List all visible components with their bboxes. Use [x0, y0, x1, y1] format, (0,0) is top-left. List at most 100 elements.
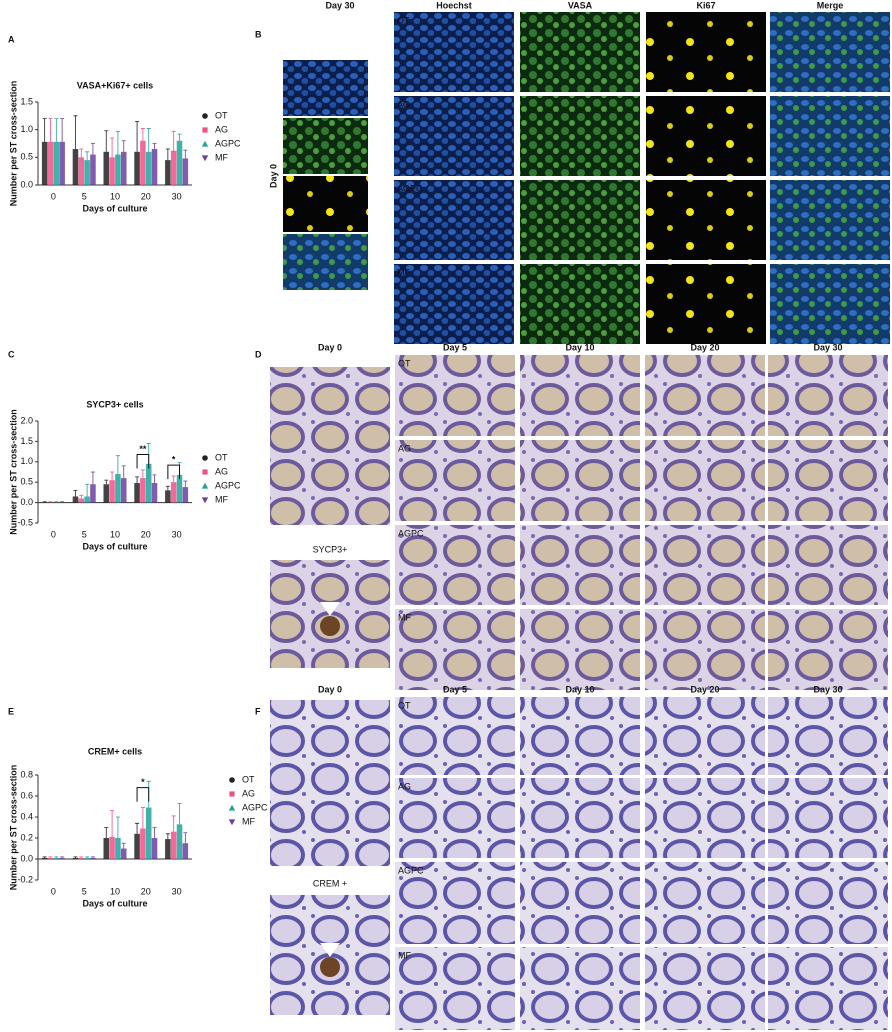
panel-letter: B [255, 29, 262, 39]
micrograph [646, 12, 766, 92]
significance-bracket [167, 464, 181, 480]
stained-cell [320, 616, 340, 636]
legend-marker [202, 455, 208, 461]
legend-marker [201, 140, 209, 147]
legend-marker [228, 819, 236, 826]
column-label: Day 20 [690, 342, 719, 352]
bar [53, 141, 60, 185]
bar [182, 487, 189, 503]
error-bar [115, 130, 120, 155]
x-tick-label: 10 [110, 886, 120, 896]
error-bar [48, 501, 53, 503]
bar [182, 843, 189, 859]
micrograph [394, 96, 514, 176]
error-bar [121, 465, 126, 479]
bar [165, 160, 171, 185]
error-bar [54, 856, 59, 858]
bar [41, 857, 48, 859]
row-label: AG [397, 99, 410, 109]
error-bar [110, 810, 115, 837]
micrograph [394, 180, 514, 260]
error-bar [171, 815, 176, 832]
micrograph [645, 862, 765, 944]
row-label: OT [398, 700, 411, 710]
bar [72, 149, 79, 185]
error-bar [60, 501, 65, 503]
x-tick-label: 30 [172, 529, 182, 539]
micrograph [395, 778, 515, 858]
row-label: Day 0 [268, 164, 278, 188]
bar [165, 839, 171, 859]
error-bar [104, 827, 109, 838]
stained-cell [320, 957, 340, 977]
bar [59, 141, 65, 185]
error-bar [73, 489, 78, 497]
legend-label: AGPC [215, 138, 241, 148]
bar [47, 141, 54, 185]
micrograph [770, 96, 890, 176]
row-label: AGPC [397, 183, 423, 193]
micrograph [768, 440, 888, 521]
arrowhead [320, 602, 340, 616]
significance-bracket [136, 787, 150, 802]
bar [53, 857, 60, 859]
bar [120, 478, 127, 503]
micrograph [645, 697, 765, 775]
inset-label: CREM + [313, 878, 347, 888]
micrograph [270, 367, 390, 525]
column-label: Day 10 [565, 684, 594, 694]
column-label: Day 20 [690, 684, 719, 694]
micrograph [394, 12, 514, 92]
micrograph [395, 862, 515, 944]
bar [72, 857, 79, 859]
y-tick-label: 0.5 [20, 477, 33, 487]
x-tick-label: 20 [141, 529, 151, 539]
micrograph [645, 947, 765, 1030]
error-bar [152, 143, 157, 150]
bar [134, 833, 140, 859]
error-bar [90, 143, 95, 155]
legend-label: AG [242, 788, 255, 798]
micrograph [646, 180, 766, 260]
micrograph [520, 355, 640, 436]
legend-marker [201, 482, 209, 489]
legend-label: AGPC [215, 480, 241, 490]
significance-label: ** [139, 444, 147, 454]
y-axis-label: Number per ST cross-section [8, 409, 18, 535]
bar [176, 474, 183, 503]
bar [78, 498, 85, 503]
column-label: Merge [817, 0, 844, 10]
micrograph [768, 778, 888, 858]
column-label: Day 30 [813, 342, 842, 352]
legend-label: MF [242, 816, 255, 826]
micrograph [520, 12, 640, 92]
error-bar [60, 118, 65, 142]
error-bar [115, 816, 120, 838]
error-bar [104, 130, 109, 152]
bar [120, 151, 127, 185]
bar [103, 484, 110, 503]
row-label: AGPC [398, 865, 424, 875]
micrograph [520, 609, 640, 690]
row-label: AG [398, 781, 411, 791]
error-bar [135, 120, 140, 152]
bar [170, 150, 177, 185]
arrowhead [320, 943, 340, 957]
micrograph [520, 180, 640, 260]
x-tick-label: 5 [82, 886, 87, 896]
bar [78, 857, 85, 859]
error-bar [165, 148, 170, 161]
error-bar [73, 115, 78, 150]
y-tick-label: 0.6 [20, 790, 33, 800]
micrograph [520, 947, 640, 1030]
chart-title: SYCP3+ cells [86, 399, 143, 409]
micrograph [520, 264, 640, 344]
legend-marker [202, 113, 208, 119]
micrograph [520, 862, 640, 944]
micrograph [768, 697, 888, 775]
legend-label: MF [215, 494, 228, 504]
error-bar [42, 501, 47, 503]
bar [41, 141, 48, 185]
bar [151, 838, 158, 859]
bar [115, 838, 121, 859]
